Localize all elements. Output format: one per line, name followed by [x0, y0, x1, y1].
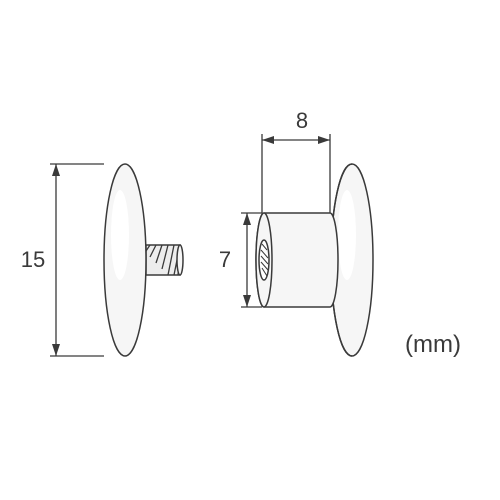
right-part: [256, 164, 373, 356]
screw-end: [177, 245, 183, 275]
unit-label: (mm): [405, 331, 461, 358]
dim-8: 8: [262, 108, 330, 213]
dim-7-value: 7: [219, 247, 231, 272]
dim-15-value: 15: [21, 247, 45, 272]
left-disc-highlight: [111, 190, 129, 280]
technical-diagram: 15 7 8 (mm): [0, 0, 500, 500]
dim-8-value: 8: [296, 108, 308, 133]
dim-15: 15: [21, 164, 104, 356]
diagram-svg: 15 7 8 (mm): [0, 0, 500, 500]
left-part: [104, 164, 183, 356]
right-disc-highlight: [338, 190, 356, 280]
